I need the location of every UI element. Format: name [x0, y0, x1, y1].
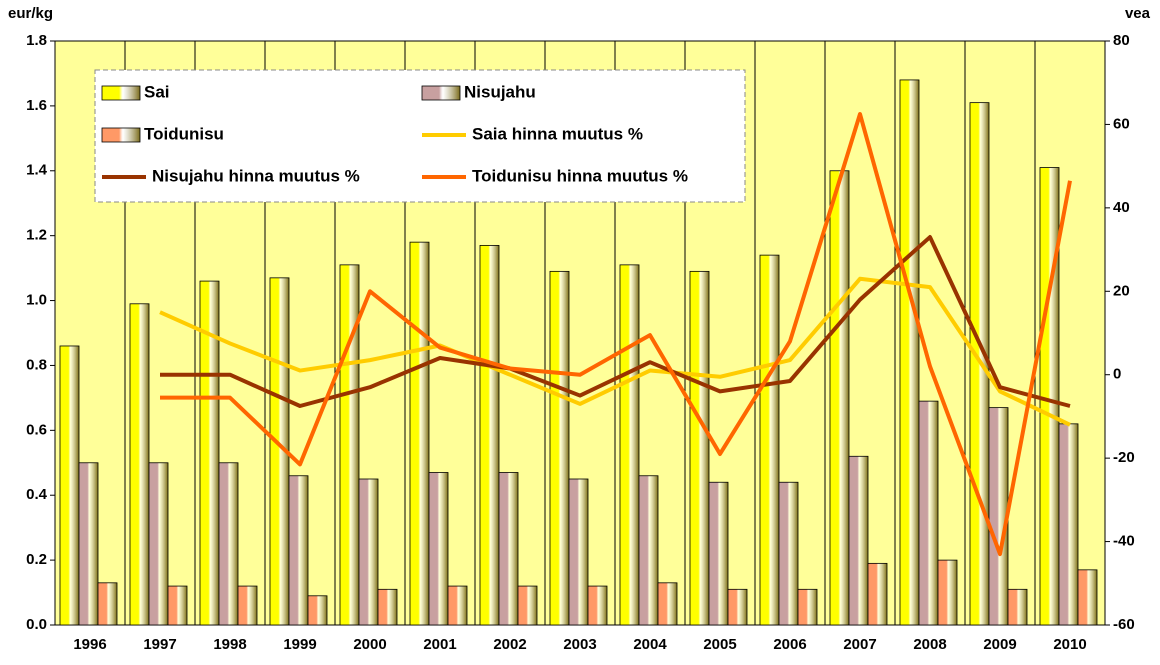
y2-axis-label: vea [1125, 5, 1151, 22]
y-tick-label: 1.0 [26, 292, 47, 309]
bar [498, 472, 519, 626]
bar [549, 270, 570, 626]
y-tick-label: 0.8 [26, 356, 47, 373]
bar [1007, 588, 1028, 626]
bar [148, 462, 169, 626]
legend-label: Sai [144, 82, 170, 101]
bar [377, 588, 398, 626]
bar [689, 270, 710, 626]
legend-label: Saia hinna muutus % [472, 124, 643, 143]
bar [428, 472, 449, 626]
x-tick-label: 2003 [563, 636, 596, 653]
bar [288, 475, 309, 626]
y2-tick-label: -20 [1113, 449, 1135, 466]
y-tick-label: 0.0 [26, 616, 47, 633]
y2-tick-label: 80 [1113, 32, 1130, 49]
bar [918, 400, 939, 626]
x-tick-label: 1996 [73, 636, 106, 653]
y2-tick-label: 20 [1113, 282, 1130, 299]
y2-tick-label: 60 [1113, 115, 1130, 132]
bar [447, 585, 468, 626]
bar [778, 481, 799, 626]
bar [479, 244, 500, 626]
bar [129, 303, 150, 626]
bar [848, 455, 869, 626]
legend-swatch [421, 85, 461, 101]
bar [59, 345, 80, 626]
y-tick-label: 0.2 [26, 551, 47, 568]
bar [409, 241, 430, 626]
y2-tick-label: 0 [1113, 366, 1121, 383]
bar [568, 478, 589, 626]
x-tick-label: 2004 [633, 636, 667, 653]
legend-label: Toidunisu [144, 124, 224, 143]
y-tick-label: 1.8 [26, 32, 47, 49]
bar [937, 559, 958, 626]
bar [899, 79, 920, 626]
x-tick-label: 2010 [1053, 636, 1086, 653]
legend: Sai Nisujahu Toidunisu Saia hinna muutus % N… [94, 69, 746, 203]
legend-label: Toidunisu hinna muutus % [472, 166, 688, 185]
bar [199, 280, 220, 626]
bar [619, 264, 640, 626]
x-tick-label: 1998 [213, 636, 246, 653]
x-tick-label: 2000 [353, 636, 386, 653]
bar [759, 254, 780, 626]
bar [867, 562, 888, 626]
legend-swatch [101, 85, 141, 101]
line [160, 112, 1072, 557]
y2-tick-label: -60 [1113, 616, 1135, 633]
bar [339, 264, 360, 626]
bar [797, 588, 818, 626]
x-tick-label: 2005 [703, 636, 736, 653]
x-tick-label: 2009 [983, 636, 1016, 653]
bar [237, 585, 258, 626]
bar [638, 475, 659, 626]
x-tick-label: 2006 [773, 636, 806, 653]
y-tick-label: 1.6 [26, 97, 47, 114]
bar [1077, 569, 1098, 626]
y2-tick-label: -40 [1113, 533, 1135, 550]
bar [1058, 423, 1079, 626]
y-tick-label: 0.6 [26, 421, 47, 438]
bar [218, 462, 239, 626]
bar [727, 588, 748, 626]
y-axis-label: eur/kg [8, 5, 53, 22]
bar [708, 481, 729, 626]
legend-label: Nisujahu [464, 82, 536, 101]
bar [78, 462, 99, 626]
x-tick-label: 1999 [283, 636, 316, 653]
y-tick-label: 1.4 [26, 162, 48, 179]
y-tick-label: 0.4 [26, 486, 48, 503]
legend-swatch [101, 127, 141, 143]
bar [517, 585, 538, 626]
legend-box [94, 69, 746, 203]
bar [97, 582, 118, 626]
bar [587, 585, 608, 626]
x-tick-label: 2001 [423, 636, 456, 653]
line [160, 235, 1071, 408]
x-tick-label: 2008 [913, 636, 946, 653]
line [159, 276, 1071, 427]
y-tick-label: 1.2 [26, 227, 47, 244]
bar [829, 170, 850, 626]
x-tick-label: 2007 [843, 636, 876, 653]
x-tick-label: 1997 [143, 636, 176, 653]
bar [657, 582, 678, 626]
legend-label: Nisujahu hinna muutus % [152, 166, 360, 185]
bar [358, 478, 379, 626]
bar [1039, 167, 1060, 626]
x-tick-label: 2002 [493, 636, 526, 653]
bar [167, 585, 188, 626]
y2-tick-label: 40 [1113, 199, 1130, 216]
bar [307, 595, 328, 626]
